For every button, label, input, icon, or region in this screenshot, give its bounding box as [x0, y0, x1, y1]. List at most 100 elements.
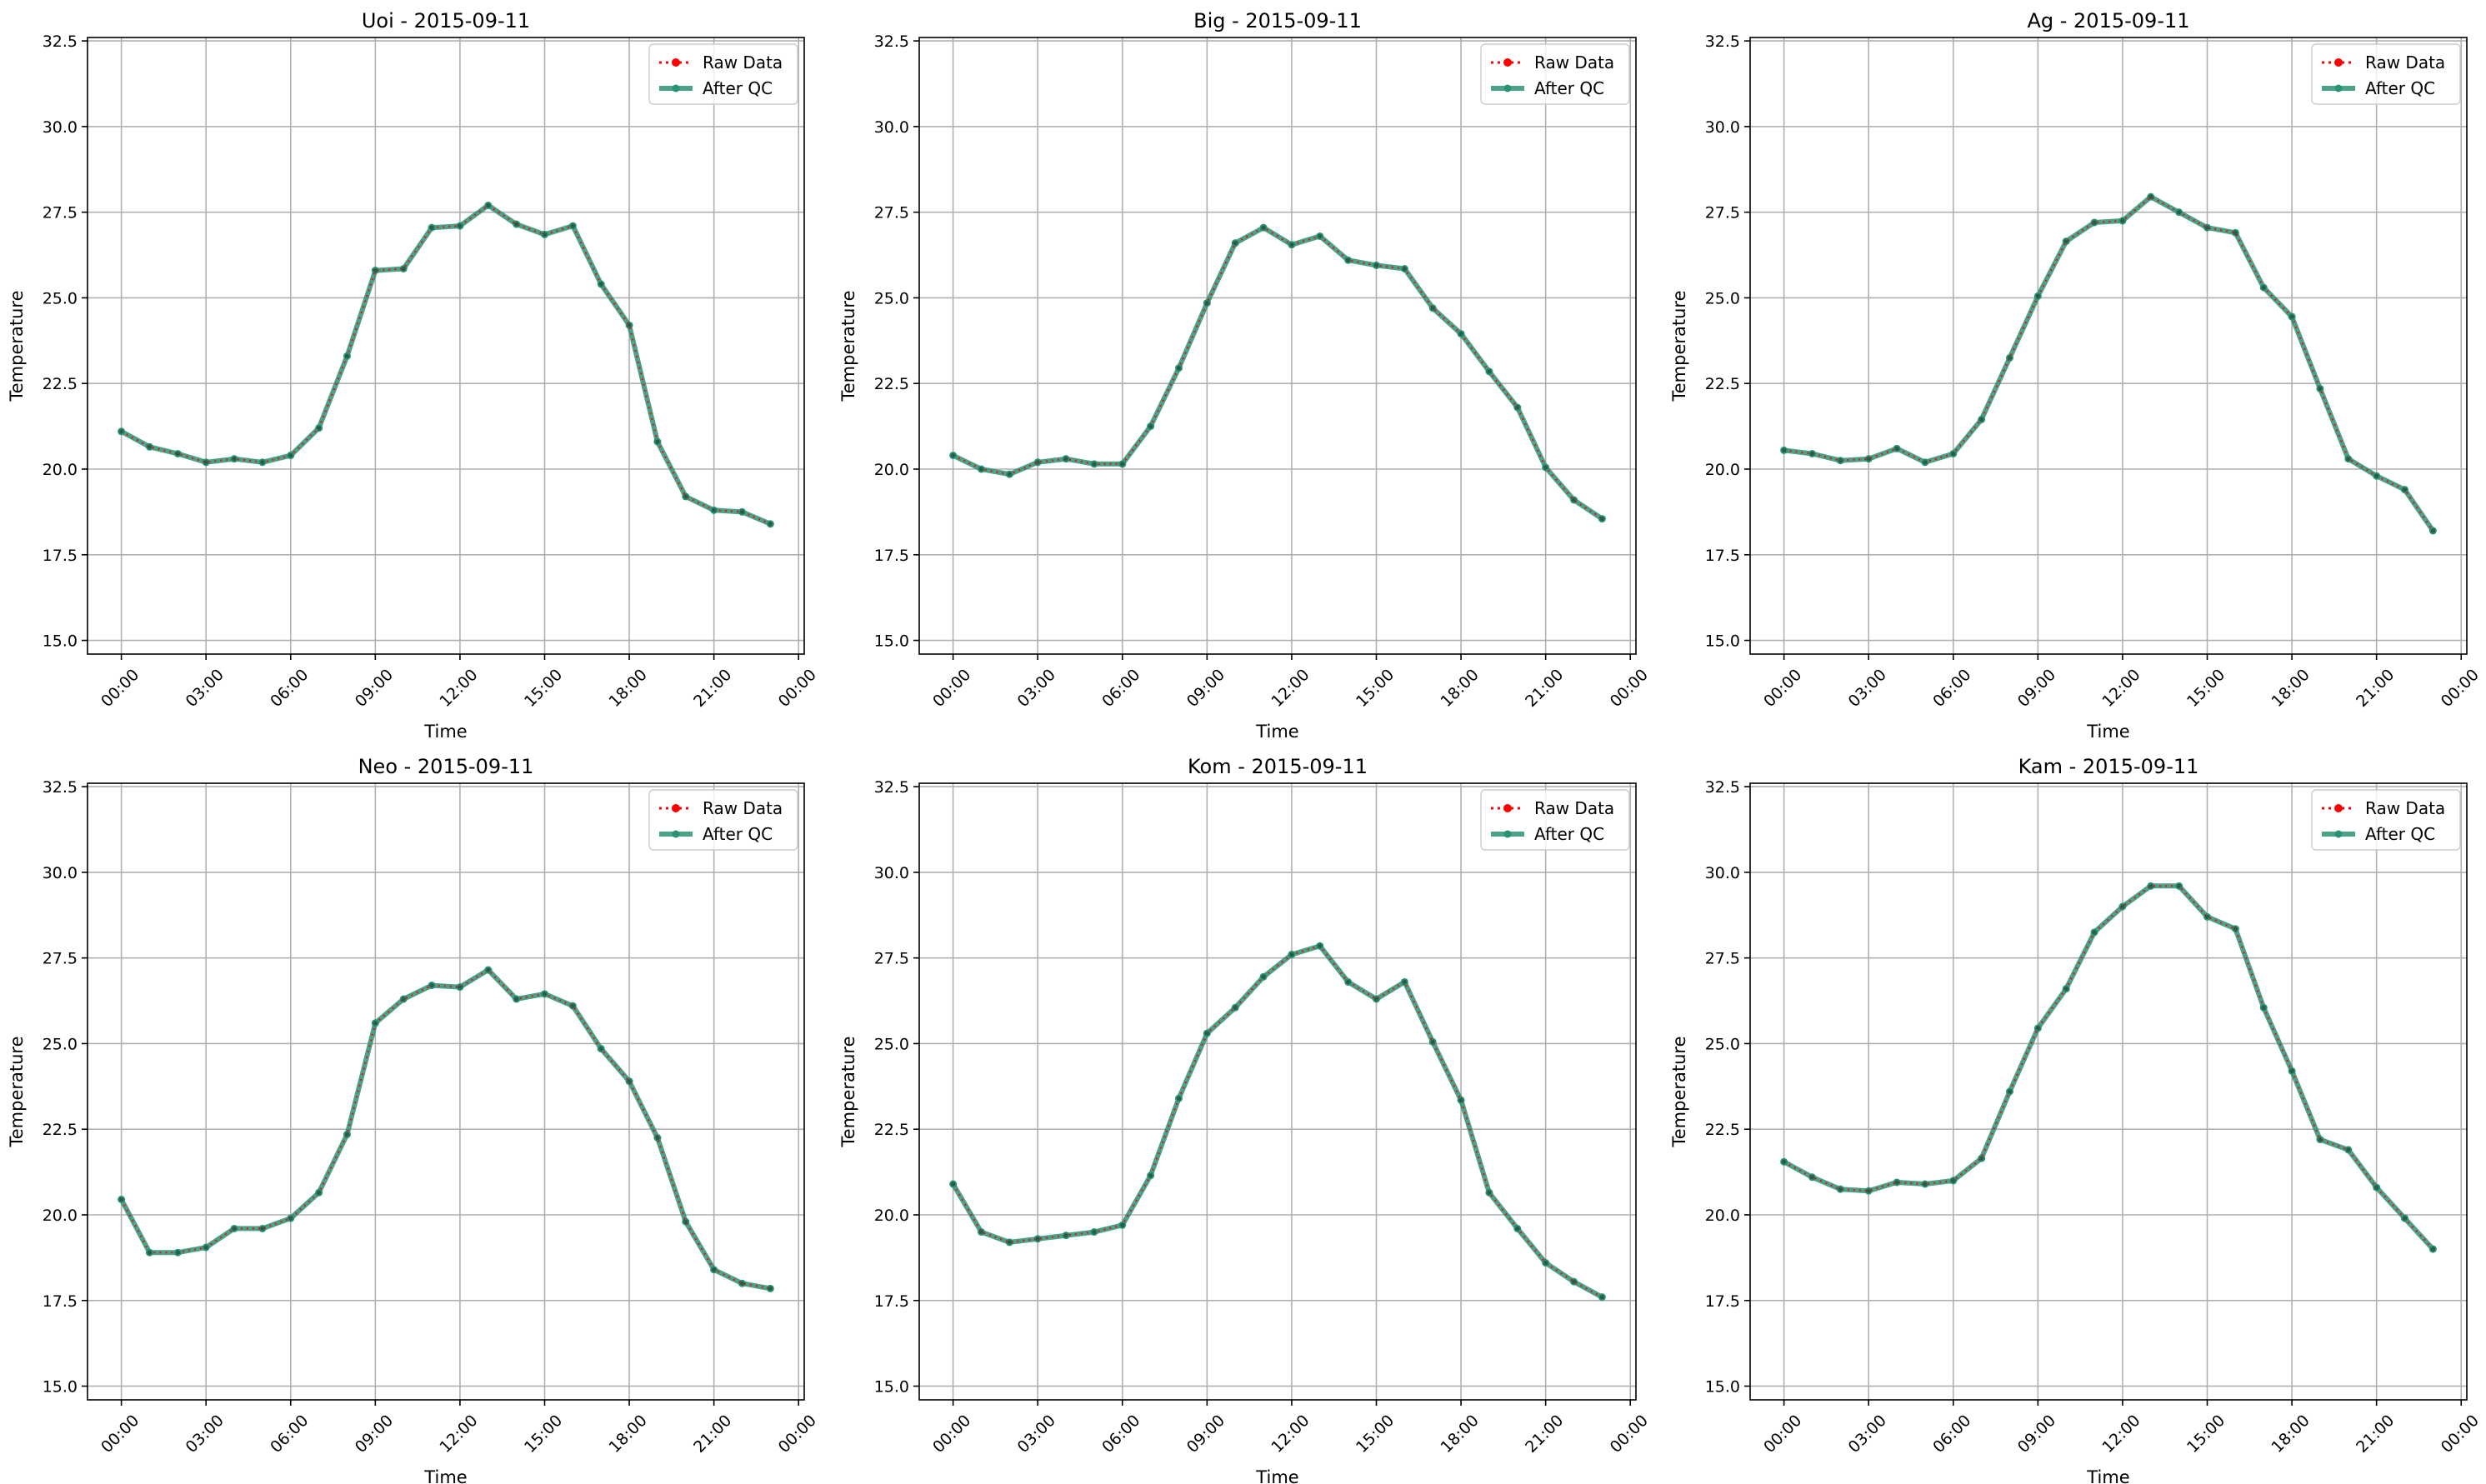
y-tick-label: 32.5	[43, 778, 78, 797]
raw-data-point	[2007, 355, 2013, 360]
legend-raw-marker	[2334, 804, 2343, 812]
raw-data-point	[2289, 314, 2294, 319]
y-tick-label: 17.5	[43, 1292, 78, 1311]
raw-data-point	[1402, 266, 1407, 272]
after-qc-series-line	[1781, 883, 2436, 1252]
raw-data-point	[2063, 987, 2068, 992]
legend-qc-marker	[2334, 84, 2343, 92]
raw-data-point	[1923, 460, 1928, 465]
legend-qc-label: After QC	[1534, 78, 1604, 98]
raw-data-point	[2233, 927, 2238, 932]
x-tick-label: 00:00	[929, 1412, 974, 1457]
raw-data-point	[1035, 460, 1040, 465]
raw-data-point	[1346, 979, 1351, 985]
raw-data-point	[288, 452, 293, 458]
raw-data-point	[1838, 458, 1843, 463]
x-axis-label: Time	[2086, 1467, 2129, 1484]
raw-data-point	[978, 467, 984, 472]
x-tick-label: 15:00	[1353, 666, 1398, 711]
legend-raw-marker	[2334, 58, 2343, 67]
y-tick-label: 25.0	[43, 289, 78, 307]
raw-data-point	[978, 1229, 984, 1235]
raw-data-point	[1007, 1240, 1012, 1245]
grid-lines	[88, 37, 804, 654]
raw-data-point	[598, 1047, 603, 1052]
raw-data-point	[1148, 1173, 1153, 1178]
raw-data-point	[373, 1021, 378, 1026]
plot-frame	[87, 37, 805, 655]
x-tick-label: 03:00	[1845, 1412, 1890, 1457]
raw-data-point	[203, 1245, 208, 1250]
legend-raw-marker	[1503, 58, 1512, 67]
raw-data-point	[2261, 285, 2266, 290]
raw-data-point	[712, 1267, 717, 1272]
raw-data-point	[1458, 1097, 1463, 1102]
raw-data-point	[1951, 1178, 1956, 1183]
raw-data-point	[768, 522, 773, 527]
y-tick-label: 15.0	[43, 1378, 78, 1397]
raw-data-point	[1430, 306, 1435, 311]
x-tick-label: 06:00	[267, 666, 312, 711]
x-tick-label: 03:00	[1014, 1412, 1059, 1457]
raw-data-point	[1866, 457, 1871, 462]
raw-data-point	[655, 1135, 660, 1141]
legend: Raw Data After QC	[1480, 43, 1630, 105]
y-tick-label: 25.0	[874, 289, 909, 307]
raw-data-point	[2120, 904, 2125, 909]
chart-title: Kam - 2015-09-11	[2018, 755, 2199, 778]
y-tick-label: 15.0	[43, 632, 78, 651]
raw-data-point	[1894, 1180, 1899, 1185]
raw-data-point	[1515, 405, 1520, 410]
raw-data-point	[1233, 1005, 1238, 1010]
raw-data-point	[288, 1216, 293, 1221]
grid-lines	[919, 783, 1636, 1400]
y-tick-label: 17.5	[874, 547, 909, 565]
y-tick-label: 30.0	[1705, 864, 1740, 882]
chart-title: Kom - 2015-09-11	[1188, 755, 1368, 778]
x-tick-label: 18:00	[606, 1412, 651, 1457]
raw-data-point	[2289, 1068, 2294, 1073]
legend-qc-marker	[672, 84, 680, 92]
y-axis-label: Temperature	[7, 290, 27, 402]
raw-data-point	[232, 1226, 237, 1232]
x-axis-label: Time	[423, 1467, 467, 1484]
raw-data-point	[2177, 883, 2182, 888]
x-tick-label: 09:00	[352, 1412, 397, 1457]
plot-frame	[918, 782, 1637, 1401]
raw-data-series-line	[952, 945, 1603, 1298]
x-tick-label: 09:00	[1183, 1412, 1228, 1457]
y-tick-label: 25.0	[874, 1035, 909, 1053]
raw-data-point	[1458, 332, 1463, 337]
raw-data-point	[344, 353, 350, 358]
after-qc-series-line	[950, 943, 1605, 1300]
y-tick-label: 30.0	[874, 118, 909, 137]
raw-data-point	[2007, 1089, 2013, 1094]
raw-data-point	[1092, 1229, 1097, 1235]
raw-data-point	[514, 997, 519, 1002]
raw-data-point	[739, 1281, 745, 1286]
raw-data-point	[1092, 462, 1097, 467]
raw-data-point	[2318, 386, 2323, 391]
after-qc-markers	[949, 942, 1606, 1302]
raw-data-point	[2120, 218, 2125, 223]
raw-data-point	[458, 223, 463, 228]
raw-data-point	[2346, 457, 2351, 462]
raw-data-point	[2177, 210, 2182, 215]
legend-raw-marker	[672, 58, 680, 67]
raw-data-point	[1261, 974, 1266, 979]
raw-data-point	[2430, 1247, 2435, 1252]
x-tick-label: 00:00	[929, 666, 974, 711]
legend-qc-label: After QC	[703, 78, 773, 98]
legend-raw-label: Raw Data	[1534, 52, 1614, 72]
raw-data-point	[1979, 417, 1984, 422]
legend-qc-marker	[1503, 830, 1512, 838]
raw-data-point	[951, 452, 956, 458]
after-qc-series-line	[1781, 194, 2436, 533]
y-tick-label: 30.0	[874, 864, 909, 882]
raw-data-point	[1866, 1188, 1871, 1193]
raw-data-point	[1571, 497, 1577, 502]
raw-data-point	[1599, 1295, 1604, 1300]
raw-data-point	[1289, 242, 1294, 247]
raw-data-point	[2092, 220, 2097, 225]
raw-data-point	[1176, 366, 1182, 371]
